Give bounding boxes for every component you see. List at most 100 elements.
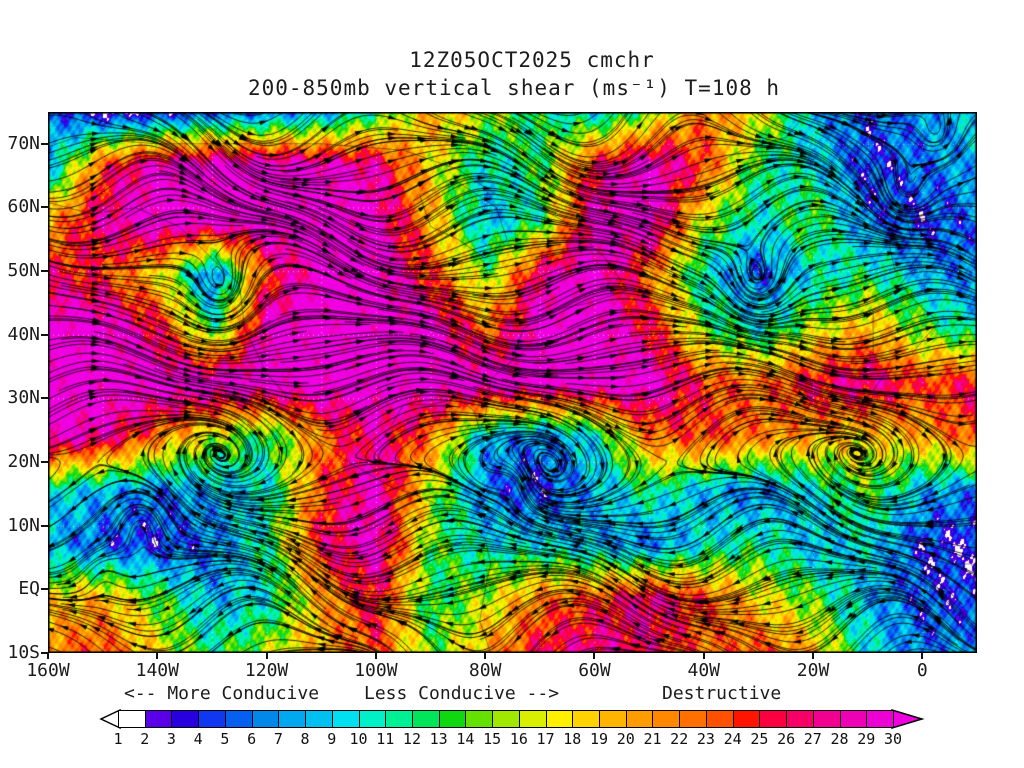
y-tick-label: 20N (7, 451, 40, 473)
x-tick-mark (484, 653, 487, 659)
x-tick-label: 120W (244, 660, 289, 681)
colorbar-tick-label: 23 (696, 730, 715, 748)
y-tick-mark (41, 333, 48, 336)
colorbar-cell (866, 710, 894, 728)
colorbar-cell (839, 710, 868, 728)
colorbar-tick-label: 6 (247, 730, 257, 748)
colorbar-cell (358, 710, 387, 728)
colorbar-cell (465, 710, 494, 728)
colorbar-cell (438, 710, 467, 728)
colorbar-right-arrow-icon (891, 708, 925, 730)
x-tick-mark (265, 653, 268, 659)
colorbar-cell (599, 710, 627, 728)
colorbar-cell (278, 710, 307, 728)
colorbar-cell (251, 710, 280, 728)
y-tick-label: EQ (18, 578, 40, 600)
colorbar-cell (144, 710, 173, 728)
colorbar-cell (411, 710, 440, 728)
y-tick-label: 30N (7, 387, 40, 409)
colorbar-tick-label: 16 (509, 730, 528, 748)
colorbar-tick-label: 26 (777, 730, 796, 748)
colorbar-cell (732, 710, 761, 728)
colorbar-tick-label: 20 (616, 730, 635, 748)
x-tick-mark (47, 653, 49, 659)
colorbar-tick-label: 15 (483, 730, 502, 748)
y-tick-label: 50N (7, 260, 40, 282)
colorbar-tick-label: 13 (429, 730, 448, 748)
colorbar-tick-label: 19 (590, 730, 609, 748)
colorbar-cell (652, 710, 681, 728)
shear-map-canvas (48, 112, 977, 653)
colorbar-cell (625, 710, 654, 728)
colorbar-cell (518, 710, 547, 728)
colorbar-cell (331, 710, 360, 728)
colorbar-cell (305, 710, 333, 728)
colorbar-cell (198, 710, 226, 728)
y-tick-label: 70N (7, 132, 40, 154)
chart-title-line1: 12Z05OCT2025 cmchr (409, 48, 655, 72)
colorbar-tick-label: 2 (140, 730, 150, 748)
colorbar-tick-label: 12 (402, 730, 421, 748)
y-tick-label: 10S (7, 642, 40, 663)
colorbar-tick-label: 28 (830, 730, 849, 748)
colorbar-tick-label: 9 (327, 730, 337, 748)
x-tick-mark (921, 653, 924, 659)
y-tick-mark (41, 461, 48, 464)
colorbar-tick-label: 25 (750, 730, 769, 748)
colorbar-cell (679, 710, 707, 728)
x-tick-mark (374, 653, 377, 659)
x-tick-label: 0 (916, 660, 928, 681)
colorbar-tick-label: 24 (723, 730, 742, 748)
colorbar-caption-destructive: Destructive (662, 683, 782, 704)
y-tick-mark (41, 397, 48, 400)
colorbar-tick-label: 22 (670, 730, 689, 748)
y-tick-mark (41, 652, 48, 654)
y-tick-mark (41, 270, 48, 273)
colorbar-tick-label: 7 (273, 730, 283, 748)
colorbar-cell (224, 710, 253, 728)
colorbar-tick-label: 3 (166, 730, 176, 748)
colorbar-cell (572, 710, 601, 728)
colorbar-tick-label: 10 (349, 730, 368, 748)
x-tick-label: 100W (354, 660, 398, 681)
x-tick-label: 40W (687, 660, 721, 681)
y-tick-mark (41, 588, 48, 591)
y-tick-mark (41, 206, 48, 209)
colorbar-tick-label: 27 (803, 730, 822, 748)
colorbar-cell (171, 710, 200, 728)
x-tick-label: 80W (468, 660, 502, 681)
colorbar-cell (118, 710, 146, 728)
colorbar-tick-label: 18 (563, 730, 582, 748)
colorbar-tick-label: 5 (220, 730, 230, 748)
y-tick-mark (41, 524, 48, 527)
y-tick-label: 10N (7, 514, 40, 536)
colorbar-tick-label: 1 (113, 730, 123, 748)
chart-title-line2: 200-850mb vertical shear (ms⁻¹) T=108 h (247, 76, 781, 100)
x-tick-label: 20W (796, 660, 830, 681)
colorbar-tick-label: 30 (883, 730, 903, 748)
colorbar-cell (545, 710, 574, 728)
y-tick-label: 60N (7, 196, 40, 218)
colorbar-cell (385, 710, 413, 728)
colorbar-tick-label: 14 (456, 730, 475, 748)
x-tick-mark (812, 653, 815, 659)
x-tick-label: 60W (578, 660, 611, 681)
x-tick-mark (593, 653, 596, 659)
colorbar-cell (492, 710, 520, 728)
colorbar-cell (786, 710, 814, 728)
x-tick-label: 140W (135, 660, 179, 681)
colorbar-cell (705, 710, 734, 728)
colorbar-cell (759, 710, 788, 728)
colorbar-tick-label: 11 (376, 730, 395, 748)
x-tick-mark (156, 653, 159, 659)
colorbar-tick-label: 4 (193, 730, 203, 748)
x-tick-mark (702, 653, 705, 659)
colorbar-caption-less-conducive: Less Conducive --> (364, 683, 560, 704)
y-tick-label: 40N (7, 323, 40, 345)
colorbar-tick-label: 8 (300, 730, 310, 748)
colorbar-cell (812, 710, 841, 728)
shear-map (48, 112, 977, 653)
colorbar-tick-label: 17 (536, 730, 555, 748)
colorbar-tick-label: 21 (643, 730, 662, 748)
